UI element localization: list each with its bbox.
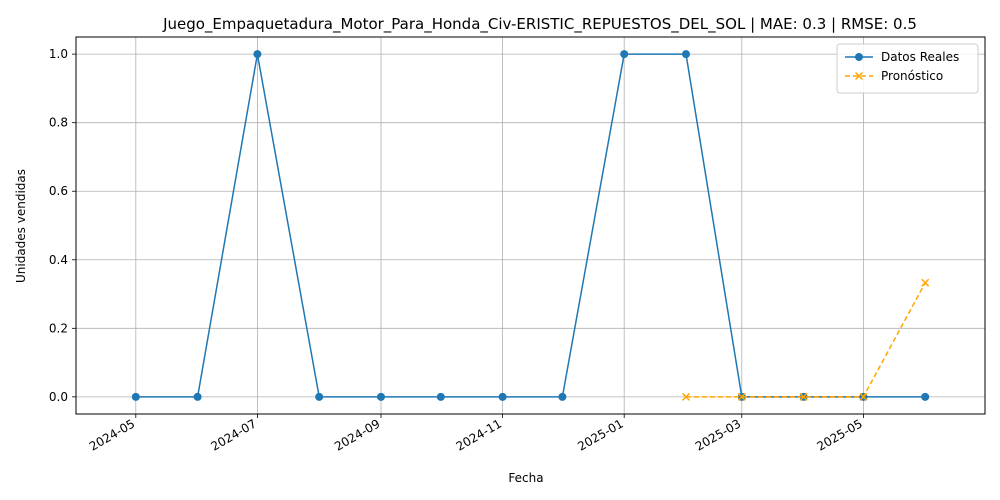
plot-frame xyxy=(75,36,986,415)
point-0 xyxy=(921,392,930,401)
y-tick-label: 0.6 xyxy=(49,184,68,198)
point-0 xyxy=(315,392,324,401)
point-0 xyxy=(498,392,507,401)
y-tick-label: 1.0 xyxy=(49,47,68,61)
y-tick-label: 0.8 xyxy=(49,116,68,130)
y-tick-label: 0.0 xyxy=(49,390,68,404)
y-axis: 0.0 0.2 0.4 0.6 0.8 1.0 xyxy=(49,47,76,404)
point-1 xyxy=(859,392,868,401)
legend: Datos Reales Pronóstico xyxy=(836,43,979,94)
y-axis-label: Unidades vendidas xyxy=(14,169,28,283)
point-0 xyxy=(253,50,262,59)
legend-marker-forecast xyxy=(854,71,864,81)
series-line-1 xyxy=(685,282,926,398)
grid xyxy=(76,37,985,414)
point-0 xyxy=(193,392,202,401)
legend-label-forecast: Pronóstico xyxy=(881,69,943,83)
point-1 xyxy=(921,278,930,287)
y-tick-label: 0.2 xyxy=(49,321,68,335)
point-1 xyxy=(681,392,691,401)
point-0 xyxy=(681,50,690,59)
point-1 xyxy=(737,392,746,401)
point-0 xyxy=(620,50,629,59)
point-1 xyxy=(799,392,808,401)
point-0 xyxy=(376,392,385,401)
chart-title: Juego_Empaquetadura_Motor_Para_Honda_Civ… xyxy=(162,15,917,34)
x-axis-label: Fecha xyxy=(508,471,543,485)
point-0 xyxy=(436,392,445,401)
legend-label-actual: Datos Reales xyxy=(881,50,959,64)
point-0 xyxy=(131,392,140,401)
series-layer xyxy=(131,50,930,401)
y-tick-label: 0.4 xyxy=(49,253,68,267)
legend-marker-actual xyxy=(855,53,863,61)
point-0 xyxy=(558,392,567,401)
